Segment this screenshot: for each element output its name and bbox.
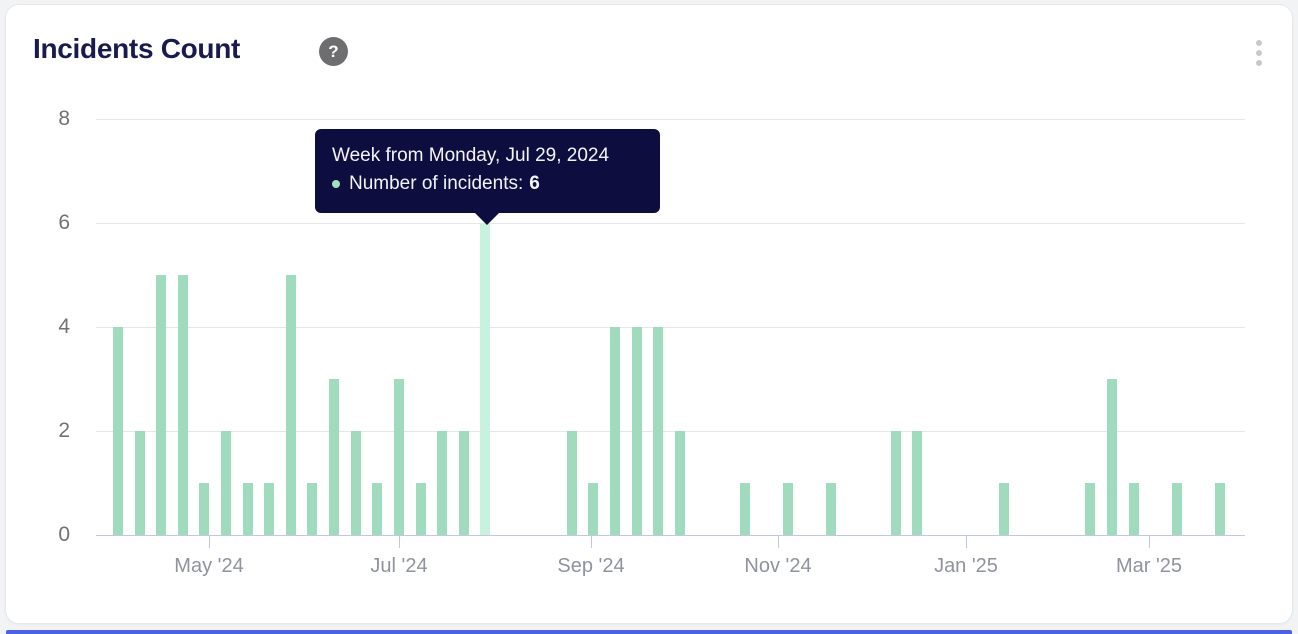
bar[interactable] [221, 431, 232, 535]
y-axis-tick-label: 4 [58, 315, 70, 338]
bar[interactable] [653, 327, 664, 535]
x-axis-tick-label: Jan '25 [934, 555, 998, 577]
x-axis-line [96, 535, 1245, 536]
x-axis-tick [591, 535, 592, 548]
bar[interactable] [372, 483, 383, 535]
kebab-dot [1256, 40, 1262, 46]
tooltip-caret-icon [474, 212, 500, 225]
tooltip-series-label: Number of incidents: [349, 173, 524, 194]
gridline-y-4 [96, 327, 1245, 328]
bar[interactable] [437, 431, 448, 535]
x-axis-tick-label: May '24 [174, 555, 244, 577]
x-axis-tick-label: Nov '24 [744, 555, 812, 577]
bar[interactable] [826, 483, 837, 535]
bar[interactable] [285, 275, 296, 535]
gridline-y-6 [96, 223, 1245, 224]
kebab-menu-button[interactable] [1246, 36, 1272, 70]
bar[interactable] [134, 431, 145, 535]
y-axis-tick-label: 6 [58, 211, 70, 234]
x-axis-tick-label: Sep '24 [557, 555, 625, 577]
bar[interactable] [156, 275, 167, 535]
bar[interactable] [588, 483, 599, 535]
bar-highlighted[interactable] [480, 223, 491, 535]
x-axis-tick [778, 535, 779, 548]
y-axis-tick-label: 2 [58, 419, 70, 442]
x-axis-tick [966, 535, 967, 548]
bar[interactable] [458, 431, 469, 535]
bar[interactable] [1085, 483, 1096, 535]
bar[interactable] [609, 327, 620, 535]
bar[interactable] [1215, 483, 1225, 535]
chart-card [5, 4, 1293, 624]
bar[interactable] [1171, 483, 1182, 535]
bar[interactable] [890, 431, 901, 535]
help-icon[interactable]: ? [319, 37, 348, 66]
bar[interactable] [199, 483, 210, 535]
x-axis-tick [399, 535, 400, 548]
bar[interactable] [350, 431, 361, 535]
bar[interactable] [566, 431, 577, 535]
kebab-dot [1256, 60, 1262, 66]
y-axis-tick-label: 8 [58, 107, 70, 130]
bar[interactable] [1106, 379, 1117, 535]
x-axis-tick [209, 535, 210, 548]
bar[interactable] [329, 379, 340, 535]
bar[interactable] [113, 327, 123, 535]
bar[interactable] [912, 431, 923, 535]
series-dot-icon [332, 180, 340, 188]
bar[interactable] [177, 275, 188, 535]
bar[interactable] [242, 483, 253, 535]
tooltip-series-row: Number of incidents: 6 [332, 171, 643, 197]
bar[interactable] [782, 483, 793, 535]
kebab-dot [1256, 50, 1262, 56]
page-title: Incidents Count [33, 33, 241, 64]
tooltip-week-title: Week from Monday, Jul 29, 2024 [332, 145, 610, 166]
bar[interactable] [393, 379, 404, 535]
gridline-y-8 [96, 119, 1245, 120]
bar[interactable] [415, 483, 426, 535]
bar[interactable] [307, 483, 318, 535]
bar[interactable] [998, 483, 1009, 535]
bar[interactable] [631, 327, 642, 535]
tooltip-series-value: 6 [529, 173, 540, 194]
chart-tooltip: Week from Monday, Jul 29, 2024 Number of… [315, 129, 660, 213]
next-card-edge [6, 630, 1292, 634]
x-axis-tick-label: Mar '25 [1115, 555, 1183, 577]
gridline-y-2 [96, 431, 1245, 432]
x-axis-tick-label: Jul '24 [370, 555, 428, 577]
y-axis-tick-label: 0 [58, 523, 70, 546]
bar[interactable] [739, 483, 750, 535]
x-axis-tick [1149, 535, 1150, 548]
bar[interactable] [1128, 483, 1139, 535]
bar[interactable] [264, 483, 275, 535]
bar[interactable] [674, 431, 685, 535]
